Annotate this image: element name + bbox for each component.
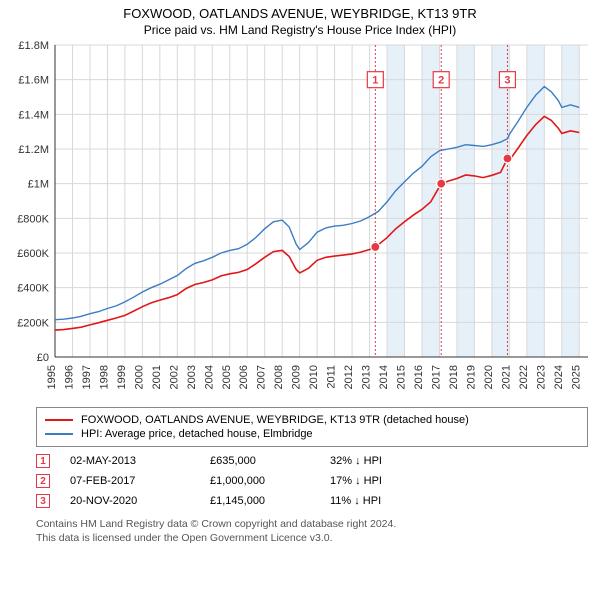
event-box-label: 2 [438,75,444,87]
x-tick-label: 2003 [186,365,198,389]
x-tick-label: 1998 [98,365,110,389]
y-tick-label: £1M [28,179,49,191]
x-tick-label: 2022 [518,365,530,389]
event-price: £1,000,000 [210,475,310,487]
event-box-label: 1 [372,75,378,87]
y-tick-label: £1.2M [18,144,49,156]
y-tick-label: £400K [17,283,49,295]
event-box-label: 3 [504,75,510,87]
x-tick-label: 2019 [465,365,477,389]
x-tick-label: 2000 [133,365,145,389]
y-tick-label: £0 [37,352,49,364]
y-tick-label: £1.8M [18,41,49,52]
x-tick-label: 2014 [378,365,390,389]
x-tick-label: 2025 [570,365,582,389]
price-marker-3 [503,154,512,163]
legend-swatch-red [45,419,73,421]
chart-title: FOXWOOD, OATLANDS AVENUE, WEYBRIDGE, KT1… [0,0,600,21]
x-tick-label: 2010 [308,365,320,389]
legend-item-foxwood: FOXWOOD, OATLANDS AVENUE, WEYBRIDGE, KT1… [45,413,579,427]
event-marker-box-1: 1 [36,454,50,468]
x-tick-label: 2007 [256,365,268,389]
y-tick-label: £1.6M [18,75,49,87]
footer: Contains HM Land Registry data © Crown c… [36,517,588,545]
x-tick-label: 2006 [238,365,250,389]
x-tick-label: 2005 [221,365,233,389]
event-date: 07-FEB-2017 [70,475,190,487]
legend-label: HPI: Average price, detached house, Elmb… [81,428,313,440]
y-tick-label: £800K [17,213,49,225]
event-row-2: 2 07-FEB-2017 £1,000,000 17% ↓ HPI [36,471,588,491]
chart-area: £0 £200K £400K £600K £800K £1M £1.2M £1.4M £1.6M… [0,41,600,401]
x-tick-label: 2008 [273,365,285,389]
x-tick-label: 2013 [361,365,373,389]
x-tick-label: 2021 [500,365,512,389]
chart-subtitle: Price paid vs. HM Land Registry's House … [0,21,600,41]
footer-line-1: Contains HM Land Registry data © Crown c… [36,517,588,531]
event-date: 02-MAY-2013 [70,455,190,467]
price-marker-1 [371,242,380,251]
event-date: 20-NOV-2020 [70,495,190,507]
event-marker-box-3: 3 [36,494,50,508]
event-row-1: 1 02-MAY-2013 £635,000 32% ↓ HPI [36,451,588,471]
y-tick-label: £600K [17,248,49,260]
x-tick-label: 2011 [326,365,338,389]
x-tick-label: 2015 [396,365,408,389]
x-tick-label: 1997 [81,365,93,389]
x-tick-label: 2020 [483,365,495,389]
event-diff: 32% ↓ HPI [330,455,430,467]
x-tick-label: 2004 [203,365,215,389]
price-marker-2 [437,179,446,188]
x-tick-label: 1995 [46,365,58,389]
events-table: 1 02-MAY-2013 £635,000 32% ↓ HPI 2 07-FE… [36,451,588,511]
legend-label: FOXWOOD, OATLANDS AVENUE, WEYBRIDGE, KT1… [81,414,469,426]
event-row-3: 3 20-NOV-2020 £1,145,000 11% ↓ HPI [36,491,588,511]
x-tick-label: 2012 [343,365,355,389]
x-tick-label: 2023 [535,365,547,389]
chart-svg: £0 £200K £400K £600K £800K £1M £1.2M £1.4M £1.6M… [0,41,600,401]
legend-item-hpi: HPI: Average price, detached house, Elmb… [45,427,579,441]
footer-line-2: This data is licensed under the Open Gov… [36,531,588,545]
x-tick-label: 2016 [413,365,425,389]
x-tick-label: 1999 [116,365,128,389]
legend: FOXWOOD, OATLANDS AVENUE, WEYBRIDGE, KT1… [36,407,588,447]
event-marker-box-2: 2 [36,474,50,488]
event-price: £1,145,000 [210,495,310,507]
event-price: £635,000 [210,455,310,467]
x-tick-label: 2001 [151,365,163,389]
x-tick-label: 2009 [291,365,303,389]
y-tick-label: £1.4M [18,109,49,121]
x-tick-label: 2024 [553,365,565,389]
event-diff: 17% ↓ HPI [330,475,430,487]
legend-swatch-blue [45,433,73,435]
x-tick-label: 2002 [168,365,180,389]
x-tick-label: 2017 [430,365,442,389]
x-tick-label: 1996 [63,365,75,389]
y-tick-label: £200K [17,317,49,329]
event-diff: 11% ↓ HPI [330,495,430,507]
x-tick-label: 2018 [448,365,460,389]
